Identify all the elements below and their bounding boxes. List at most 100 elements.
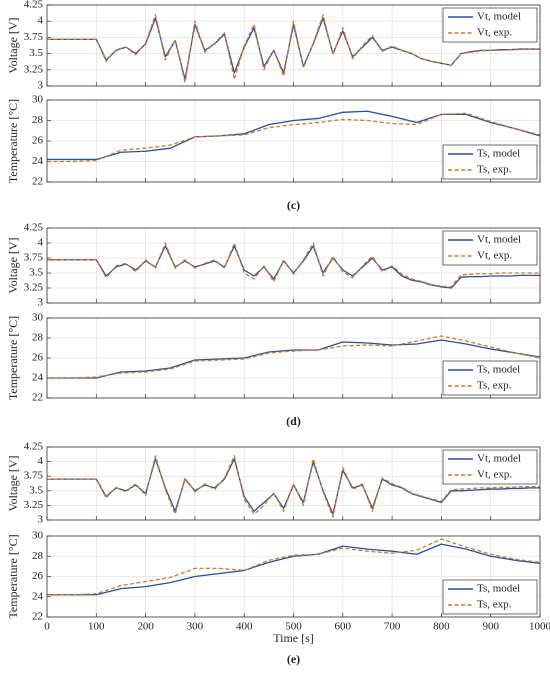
legend-label: Vt, exp. [477, 27, 512, 39]
series-line [47, 335, 541, 379]
y-tick-label: 4.25 [24, 0, 44, 11]
y-tick-label: 28 [32, 332, 44, 344]
panel-caption: (e) [287, 652, 300, 666]
legend-label: Ts, model [477, 364, 520, 376]
y-axis-label: Voltage [V] [6, 237, 20, 293]
y-axis-label: Temperature [°C] [6, 534, 20, 618]
series-line [47, 14, 540, 84]
x-tick-label: 0 [44, 621, 50, 633]
legend-box [442, 7, 538, 43]
y-tick-label: 4 [38, 237, 44, 249]
legend-label: Vt, model [477, 453, 521, 465]
x-tick-label: 900 [482, 621, 499, 633]
legend-label: Ts, model [477, 583, 520, 595]
y-tick-label: 26 [32, 570, 44, 582]
axes-frame [46, 99, 541, 183]
x-axis-label: Time [s] [273, 631, 314, 645]
y-tick-label: 24 [32, 372, 44, 384]
y-tick-label: 22 [32, 176, 43, 188]
legend-box [442, 579, 538, 615]
axes-frame [46, 4, 541, 87]
legend-box [442, 144, 538, 180]
panel-caption: (c) [287, 198, 300, 212]
axes-frame [46, 317, 541, 399]
y-tick-label: 3 [38, 514, 44, 526]
y-axis-label: Voltage [V] [6, 455, 20, 511]
x-tick-label: 800 [433, 621, 450, 633]
legend-label: Vt, exp. [477, 469, 512, 481]
y-tick-label: 4 [38, 455, 44, 467]
series-line [47, 455, 540, 518]
axes-frame [46, 446, 541, 521]
subplot: 3 3.25 3.5 3.75 4 4.25 Vt, model Vt, exp. Voltag… [6, 441, 541, 526]
legend-label: Ts, exp. [477, 599, 512, 611]
legend-label: Vt, exp. [477, 250, 512, 262]
x-tick-label: 200 [137, 621, 154, 633]
subplot: 22 24 26 28 30 Ts, model Ts, exp. Temperature [… [6, 312, 541, 428]
legend-box [442, 360, 538, 396]
legend-label: Vt, model [477, 234, 521, 246]
y-tick-label: 30 [32, 312, 44, 324]
y-tick-label: 3 [38, 80, 44, 92]
legend-box [442, 449, 538, 485]
y-tick-label: 3.5 [29, 267, 43, 279]
y-tick-label: 24 [32, 590, 44, 602]
y-tick-label: 30 [32, 94, 44, 106]
legend: Ts, model Ts, exp. [442, 144, 538, 180]
y-tick-label: 26 [32, 352, 44, 364]
legend-box [442, 230, 538, 266]
legend-label: Ts, exp. [477, 164, 512, 176]
y-tick-label: 3.75 [24, 470, 44, 482]
y-tick-label: 3.75 [24, 31, 44, 43]
y-tick-label: 3.25 [24, 63, 44, 75]
subplot: 3 3.25 3.5 3.75 4 4.25 Vt, model Vt, exp. Voltag… [6, 222, 541, 309]
y-tick-label: 22 [32, 611, 43, 623]
y-tick-label: 26 [32, 135, 44, 147]
y-tick-label: 4.25 [24, 441, 44, 453]
legend: Vt, model Vt, exp. [442, 449, 538, 485]
legend: Ts, model Ts, exp. [442, 360, 538, 396]
legend-label: Ts, exp. [477, 380, 512, 392]
legend: Vt, model Vt, exp. [442, 230, 538, 266]
x-tick-label: 1000 [529, 621, 550, 633]
y-tick-label: 22 [32, 392, 43, 404]
y-tick-label: 3.25 [24, 499, 44, 511]
y-tick-label: 3.5 [29, 47, 43, 59]
y-tick-label: 3 [38, 297, 44, 309]
x-tick-label: 400 [236, 621, 253, 633]
series-line [47, 110, 541, 161]
series-line [47, 242, 540, 288]
y-tick-label: 30 [32, 530, 44, 542]
panel-caption: (d) [286, 414, 301, 428]
x-tick-label: 700 [384, 621, 401, 633]
legend-label: Ts, model [477, 148, 520, 160]
x-tick-label: 600 [335, 621, 352, 633]
series-line [47, 339, 541, 379]
y-tick-label: 28 [32, 114, 44, 126]
y-axis-label: Voltage [V] [6, 17, 20, 73]
y-tick-label: 3.25 [24, 282, 44, 294]
y-tick-label: 28 [32, 550, 44, 562]
x-tick-label: 300 [187, 621, 204, 633]
axes-frame [46, 227, 541, 304]
y-axis-label: Temperature [°C] [6, 316, 20, 400]
y-axis-label: Temperature [°C] [6, 99, 20, 183]
legend: Vt, model Vt, exp. [442, 7, 538, 43]
series-line [47, 112, 541, 163]
series-line [47, 543, 541, 596]
x-tick-label: 100 [88, 621, 105, 633]
y-tick-label: 3.5 [29, 484, 43, 496]
y-tick-label: 4 [38, 15, 44, 27]
axes-frame [46, 535, 541, 618]
y-tick-label: 3.75 [24, 252, 44, 264]
subplot: 22 24 26 28 30 Ts, model Ts, exp. Temperature [… [6, 94, 541, 212]
y-tick-label: 24 [32, 155, 44, 167]
subplot: 3 3.25 3.5 3.75 4 4.25 Vt, model Vt, exp. Voltag… [6, 0, 541, 92]
legend: Ts, model Ts, exp. [442, 579, 538, 615]
series-line [47, 17, 540, 81]
x-tick-label: 500 [285, 621, 302, 633]
y-tick-label: 4.25 [24, 222, 44, 234]
legend-label: Vt, model [477, 11, 521, 23]
